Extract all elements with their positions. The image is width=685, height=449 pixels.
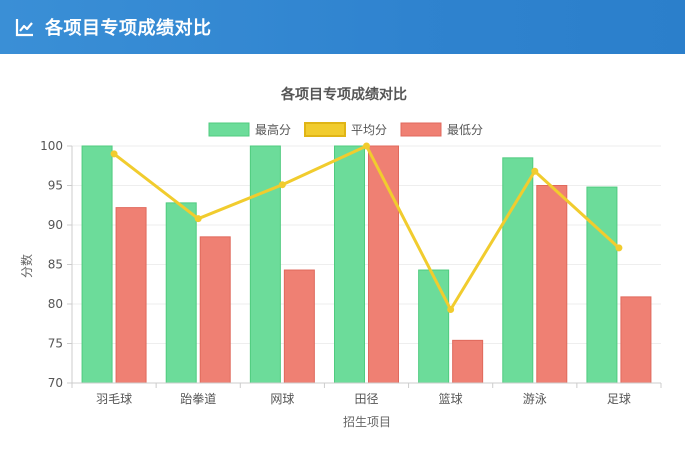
legend-swatch (400, 122, 442, 137)
chart-panel: 各项目专项成绩对比 最高分 平均分 最低分 70 75 80 85 90 95 100 羽毛球 跆… (0, 54, 685, 445)
bar-最低分[interactable] (283, 269, 315, 384)
y-tick-label: 85 (48, 258, 63, 272)
legend-item[interactable]: 最低分 (400, 122, 483, 137)
legend: 最高分 平均分 最低分 (208, 122, 483, 137)
bar-最高分[interactable] (81, 145, 113, 384)
line-point[interactable] (194, 215, 202, 223)
bars (81, 145, 652, 384)
x-tick-label: 游泳 (523, 392, 547, 406)
x-tick-label: 跆拳道 (180, 391, 216, 406)
x-tick-label: 篮球 (439, 391, 463, 406)
chart-title: 各项目专项成绩对比 (280, 86, 407, 103)
legend-item[interactable]: 最高分 (208, 122, 291, 137)
legend-item[interactable]: 平均分 (304, 122, 387, 137)
legend-label: 最低分 (447, 123, 483, 137)
bar-最高分[interactable] (586, 186, 618, 384)
legend-swatch (208, 122, 250, 137)
line-chart-icon (15, 17, 35, 37)
y-tick-label: 70 (48, 376, 63, 390)
page-header: 各项目专项成绩对比 (0, 0, 685, 54)
bar-最低分[interactable] (368, 145, 399, 384)
y-tick-label: 100 (40, 139, 63, 153)
y-axis-label: 分数 (19, 254, 34, 278)
bar-最低分[interactable] (452, 339, 484, 384)
axes: 羽毛球 跆拳道 网球 田径 篮球 游泳 足球 (71, 146, 662, 406)
y-tick-label: 90 (48, 218, 63, 232)
bar-最低分[interactable] (620, 296, 652, 384)
average-line (110, 142, 623, 314)
bar-最高分[interactable] (334, 145, 365, 384)
bar-最高分[interactable] (249, 145, 281, 384)
line-point[interactable] (363, 142, 370, 150)
line-point[interactable] (615, 244, 623, 252)
x-axis-label: 招生项目 (343, 415, 391, 429)
bar-最高分[interactable] (502, 157, 534, 384)
legend-label: 平均分 (351, 123, 387, 137)
bar-最低分[interactable] (115, 207, 147, 384)
y-tick-label: 80 (48, 297, 63, 311)
x-tick-label: 田径 (354, 392, 378, 406)
line-point[interactable] (531, 167, 539, 175)
page-title: 各项目专项成绩对比 (45, 18, 212, 39)
x-tick-label: 网球 (270, 392, 294, 406)
bar-最高分[interactable] (418, 269, 450, 384)
bar-最低分[interactable] (536, 185, 568, 384)
chart: 各项目专项成绩对比 最高分 平均分 最低分 70 75 80 85 90 95 100 羽毛球 跆… (19, 86, 662, 429)
bar-最高分[interactable] (165, 202, 197, 384)
y-tick-label: 75 (48, 337, 63, 351)
legend-swatch (304, 122, 346, 137)
x-tick-label: 足球 (607, 392, 631, 406)
line-point[interactable] (278, 181, 286, 189)
line-point[interactable] (447, 306, 455, 314)
x-tick-label: 羽毛球 (96, 392, 132, 406)
line-point[interactable] (110, 150, 118, 158)
bar-最低分[interactable] (199, 236, 231, 384)
legend-label: 最高分 (255, 122, 291, 137)
y-tick-label: 95 (48, 179, 63, 193)
